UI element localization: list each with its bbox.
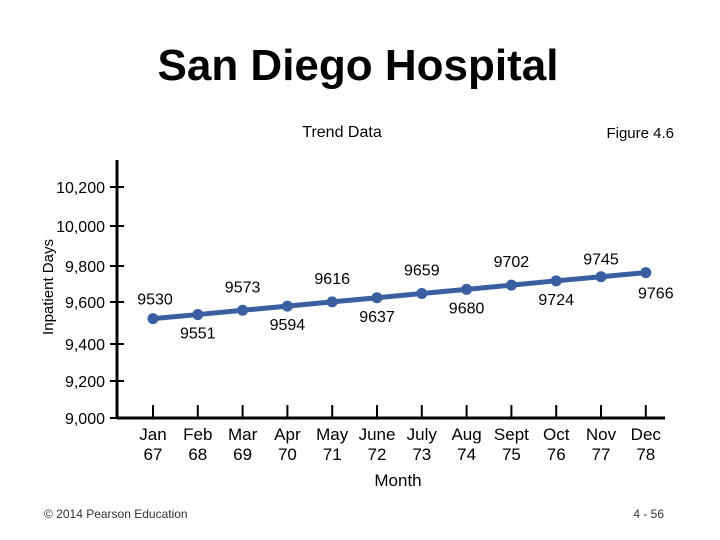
y-tick-label: 9,000 (65, 411, 105, 428)
data-point (237, 304, 249, 316)
figure-label: Figure 4.6 (606, 125, 674, 142)
x-tick-number: 74 (457, 445, 476, 464)
series-line (152, 270, 647, 322)
x-tick-month: June (359, 425, 396, 444)
data-label: 9594 (270, 317, 306, 334)
y-tick-label: 10,200 (56, 180, 105, 197)
chart-subtitle: Trend Data (302, 124, 382, 141)
y-tick-label: 9,600 (65, 295, 105, 312)
data-label: 9637 (359, 309, 395, 326)
x-tick-number: 69 (233, 445, 252, 464)
y-tick-label: 10,000 (56, 219, 105, 236)
data-point (640, 267, 652, 279)
data-point (595, 271, 607, 283)
series: 9530 9551 9573 9594 9616 9637 9659 9680 9702 9724… (137, 252, 673, 343)
x-tick-number: 78 (636, 445, 655, 464)
data-label: 9766 (638, 286, 674, 303)
data-label: 9616 (314, 271, 350, 288)
x-tick-month: May (316, 425, 349, 444)
x-tick-number: 72 (368, 445, 387, 464)
data-label: 9745 (583, 252, 619, 269)
x-tick-number: 73 (412, 445, 431, 464)
data-point (371, 292, 383, 304)
data-label: 9573 (225, 279, 261, 296)
x-tick-month: Feb (183, 425, 212, 444)
data-point (192, 309, 204, 321)
x-axis-label: Month (374, 471, 421, 490)
x-tick-number: 77 (592, 445, 611, 464)
x-tick-month: Sept (494, 425, 529, 444)
y-axis-label: Inpatient Days (40, 239, 57, 335)
x-tick-month: Nov (586, 425, 617, 444)
x-tick-month: Jan (139, 425, 166, 444)
data-label: 9530 (137, 292, 173, 309)
data-point (505, 279, 517, 291)
y-tick-label: 9,800 (65, 259, 105, 276)
data-label: 9551 (180, 326, 216, 343)
data-point (326, 296, 338, 308)
x-tick-month: Mar (228, 425, 258, 444)
data-label: 9702 (494, 254, 530, 271)
data-point (147, 313, 159, 325)
data-label: 9724 (538, 292, 574, 309)
y-ticks: 10,200 10,000 9,800 9,600 9,400 9,200 9,000 (56, 180, 124, 428)
x-tick-number: 71 (323, 445, 342, 464)
x-tick-month: Oct (543, 425, 570, 444)
y-tick-label: 9,200 (65, 374, 105, 391)
x-tick-number: 67 (144, 445, 163, 464)
chart-title: San Diego Hospital (158, 41, 559, 90)
x-tick-month: Dec (631, 425, 662, 444)
data-point (550, 275, 562, 287)
data-point (416, 287, 428, 299)
y-tick-label: 9,400 (65, 337, 105, 354)
data-point (461, 283, 473, 295)
x-tick-number: 70 (278, 445, 297, 464)
x-tick-number: 75 (502, 445, 521, 464)
data-label: 9680 (449, 300, 485, 317)
x-tick-number: 76 (547, 445, 566, 464)
page-number: 4 - 56 (633, 507, 664, 521)
x-tick-month: Aug (451, 425, 481, 444)
data-label: 9659 (404, 262, 440, 279)
x-tick-month: Apr (274, 425, 301, 444)
x-tick-month: July (407, 425, 438, 444)
copyright: © 2014 Pearson Education (44, 507, 188, 521)
data-point (281, 300, 293, 312)
axes (115, 160, 665, 420)
x-tick-number: 68 (188, 445, 207, 464)
